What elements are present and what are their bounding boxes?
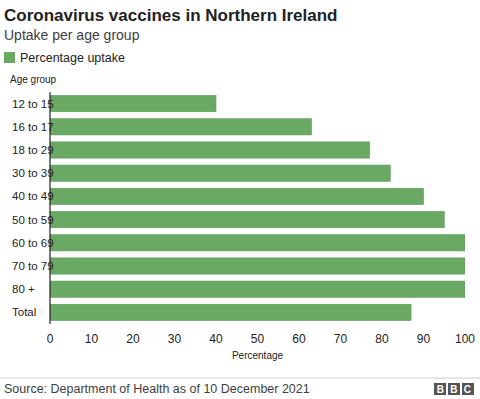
category-label: 60 to 69 — [12, 237, 54, 249]
tick-label: 70 — [334, 332, 348, 346]
bar — [50, 235, 465, 251]
logo-text: BBC — [437, 384, 477, 395]
category-label: 40 to 49 — [12, 190, 54, 202]
title: Coronavirus vaccines in Northern Ireland — [4, 6, 337, 25]
bar — [50, 281, 465, 297]
category-label: 50 to 59 — [12, 214, 54, 226]
category-label: 30 to 39 — [12, 167, 54, 179]
bar — [50, 119, 311, 135]
subtitle: Uptake per age group — [4, 27, 140, 43]
category-label: Total — [12, 306, 36, 318]
tick-label: 50 — [251, 332, 265, 346]
tick-label: 20 — [126, 332, 140, 346]
category-label: 70 to 79 — [12, 260, 54, 272]
bar — [50, 188, 424, 204]
tick-label: 60 — [292, 332, 306, 346]
tick-label: 0 — [47, 332, 54, 346]
y-axis-line — [49, 92, 50, 324]
bar — [50, 211, 444, 227]
tick-label: 10 — [85, 332, 99, 346]
category-label: 12 to 15 — [12, 98, 54, 110]
category-label: 80 + — [12, 283, 35, 295]
tick-label: 80 — [375, 332, 389, 346]
category-label: 16 to 17 — [12, 121, 54, 133]
logo: BBC — [434, 383, 477, 395]
tick-label: 100 — [455, 332, 475, 346]
bar — [50, 142, 370, 158]
x-axis-label: Percentage — [232, 350, 284, 361]
bar — [50, 258, 465, 274]
chart: Coronavirus vaccines in Northern Ireland… — [0, 0, 480, 399]
separator — [0, 378, 480, 379]
bars — [50, 95, 465, 320]
source: Source: Department of Health as of 10 De… — [4, 382, 310, 396]
category-label: 18 to 29 — [12, 144, 54, 156]
bar — [50, 95, 216, 111]
bar — [50, 165, 390, 181]
legend-label: Percentage uptake — [20, 51, 125, 65]
y-axis-label: Age group — [10, 74, 57, 85]
tick-label: 90 — [417, 332, 431, 346]
tick-label: 40 — [209, 332, 223, 346]
tick-label: 30 — [168, 332, 182, 346]
legend-swatch — [4, 52, 15, 63]
bar — [50, 304, 411, 320]
